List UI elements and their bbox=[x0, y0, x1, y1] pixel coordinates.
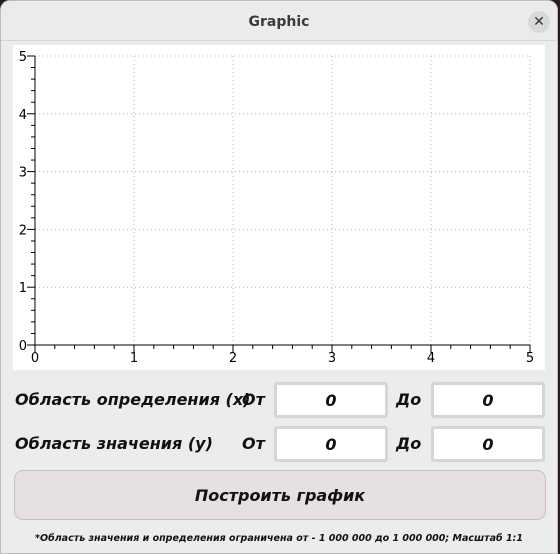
range-label: Область значения (y) bbox=[15, 434, 213, 453]
x-tick-label: 3 bbox=[328, 351, 336, 366]
x-tick-label: 4 bbox=[427, 351, 435, 366]
y-tick-label: 5 bbox=[19, 50, 27, 65]
x-tick-label: 0 bbox=[31, 351, 39, 366]
range-to-label: До bbox=[396, 434, 422, 453]
x-tick-label: 2 bbox=[229, 351, 237, 366]
x-tick-label: 1 bbox=[130, 351, 138, 366]
build-graph-label: Построить график bbox=[194, 485, 366, 505]
close-button[interactable]: ✕ bbox=[528, 11, 550, 33]
y-tick-label: 2 bbox=[19, 223, 27, 238]
footnote: *Область значения и определения ограниче… bbox=[35, 533, 523, 544]
y-tick-label: 1 bbox=[19, 281, 27, 296]
range-to-input[interactable] bbox=[431, 426, 545, 462]
domain-from-label: От bbox=[242, 390, 265, 409]
domain-to-input[interactable] bbox=[431, 382, 545, 418]
title-bar: Graphic ✕ bbox=[1, 1, 557, 41]
domain-from-input[interactable] bbox=[274, 382, 388, 418]
y-tick-label: 0 bbox=[19, 339, 27, 354]
range-from-label: От bbox=[242, 434, 265, 453]
plot-area: 0 1 2 3 4 5 0 1 2 3 4 5 bbox=[13, 45, 545, 370]
y-tick-label: 3 bbox=[19, 166, 27, 181]
plot-canvas: 0 1 2 3 4 5 0 1 2 3 4 5 bbox=[19, 50, 534, 366]
y-tick-label: 4 bbox=[19, 108, 27, 123]
domain-to-label: До bbox=[396, 390, 422, 409]
range-from-input[interactable] bbox=[274, 426, 388, 462]
x-tick-label: 5 bbox=[526, 351, 534, 366]
window-title: Graphic bbox=[248, 14, 310, 30]
domain-label: Область определения (x) bbox=[15, 390, 251, 409]
build-graph-button[interactable]: Построить график bbox=[14, 470, 546, 520]
close-icon: ✕ bbox=[533, 14, 545, 30]
